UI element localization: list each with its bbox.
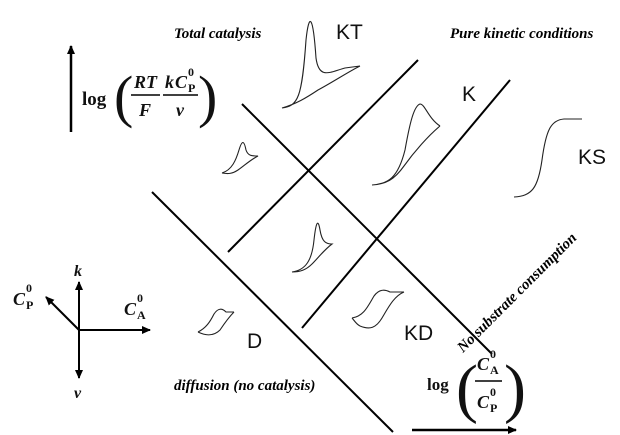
x-axis-right-paren: ) — [504, 352, 526, 425]
y-axis-rt: RT — [133, 72, 158, 92]
zone-label-kt: KT — [336, 21, 363, 44]
boundary-line-diagonal-1 — [227, 59, 419, 253]
y-axis-left-paren: ( — [114, 64, 133, 129]
voltammogram-d — [197, 308, 235, 336]
compass-cp-label: C — [13, 289, 26, 309]
voltammogram-upper-left — [221, 141, 259, 175]
y-axis-cp-sup: 0 — [188, 65, 194, 79]
zone-label-ks: KS — [578, 146, 606, 169]
x-axis-left-paren: ( — [456, 352, 478, 425]
x-axis-ca-sup: 0 — [490, 347, 496, 361]
compass-cp-sub: P — [26, 298, 33, 312]
compass-ca-label: C — [124, 299, 137, 319]
voltammogram-k — [371, 103, 441, 186]
zone-label-d: D — [247, 330, 262, 353]
y-axis-right-paren: ) — [198, 64, 217, 129]
voltammogram-ks-sigmoid — [513, 118, 582, 198]
label-diffusion: diffusion (no catalysis) — [174, 378, 315, 394]
x-axis-cp-sub: P — [490, 401, 497, 415]
y-axis-cp: C — [175, 72, 188, 92]
zone-label-k: K — [462, 83, 476, 106]
y-axis-v: v — [176, 100, 185, 120]
y-axis-log: log — [82, 89, 107, 110]
y-axis-cp-sub: P — [188, 81, 195, 95]
boundary-line-upper-1 — [241, 103, 493, 355]
x-axis-log: log — [427, 375, 449, 394]
y-axis-k: k — [165, 72, 174, 92]
x-axis-expression: log ( C 0 A C 0 P ) — [427, 347, 526, 425]
label-no-substrate: No substrate consumption — [454, 230, 580, 356]
x-axis-cp-sup: 0 — [490, 385, 496, 399]
compass-cp-sup: 0 — [26, 281, 32, 295]
zone-label-kd: KD — [404, 322, 433, 345]
compass-cp-arrow — [45, 296, 80, 331]
x-axis-ca-sub: A — [490, 363, 499, 377]
variable-compass: k v C 0 P C 0 A — [13, 263, 151, 402]
compass-ca-sup: 0 — [137, 291, 143, 305]
y-axis-expression: log ( RT F k C 0 P v ) — [82, 64, 217, 129]
voltammogram-kd — [351, 289, 405, 329]
voltammogram-kt — [281, 20, 361, 109]
compass-v-label: v — [74, 385, 82, 402]
voltammogram-center — [291, 222, 334, 273]
y-axis-f: F — [138, 100, 151, 120]
compass-k-label: k — [74, 263, 82, 280]
label-total-catalysis: Total catalysis — [174, 26, 262, 42]
boundary-line-outer-left — [151, 191, 394, 433]
x-axis-cp: C — [477, 392, 490, 412]
boundary-line-diagonal-2 — [301, 79, 511, 329]
compass-ca-sub: A — [137, 308, 146, 322]
label-pure-kinetic: Pure kinetic conditions — [450, 26, 594, 42]
x-axis-ca: C — [477, 354, 490, 374]
